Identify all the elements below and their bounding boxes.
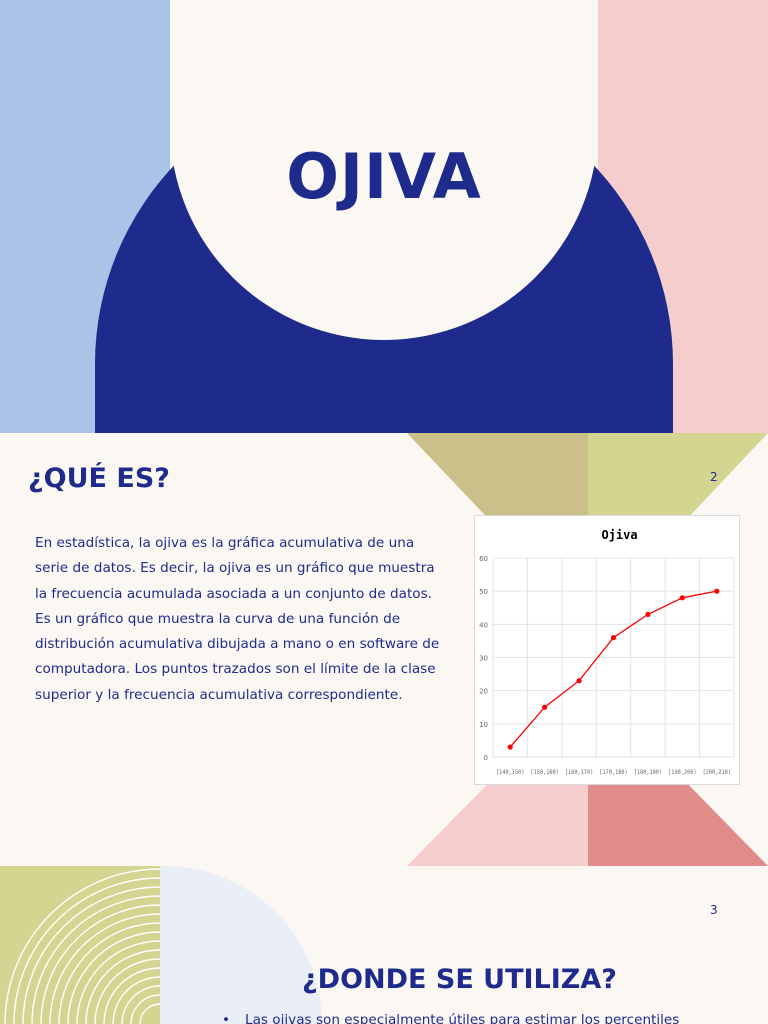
ogive-chart: Ojiva 0 10 20 30 40 50 60 [140,150) [150,160) [160… [474,515,740,785]
data-point [507,744,513,750]
page-number: 2 [710,470,718,484]
section-heading: ¿QUÉ ES? [28,463,170,494]
khaki-shape [407,433,588,517]
usage-slide: 3 ¿DONDE SE UTILIZA? • Las ojivas son esp… [0,866,768,1024]
y-tick-label: 30 [479,655,488,663]
chart-svg: Ojiva 0 10 20 30 40 50 60 [140,150) [150,160) [160… [479,528,735,776]
x-tick-label: [190,200) [668,768,696,776]
bullet-icon: • [222,1012,231,1024]
title-slide: OJIVA [0,0,768,433]
y-tick-label: 20 [479,688,488,696]
data-point [576,678,582,684]
cream-half-circle [170,0,598,340]
y-tick-label: 40 [479,621,488,629]
x-tick-label: [200,210) [703,768,731,776]
pale-quarter-circle [160,866,322,1024]
y-tick-label: 60 [479,555,488,563]
x-tick-label: [150,160) [530,768,558,776]
green-shape [588,433,768,517]
data-point [714,588,720,594]
y-tick-label: 0 [484,754,488,762]
section-heading: ¿DONDE SE UTILIZA? [302,964,617,995]
concentric-arcs-decoration [4,868,160,1024]
x-tick-label: [140,150) [496,768,524,776]
y-tick-label: 50 [479,588,488,596]
x-tick-label: [180,190) [634,768,662,776]
data-point [645,611,651,617]
page-number: 3 [710,903,718,917]
list-item: • Las ojivas son especialmente útiles par… [222,1012,679,1024]
rose-shape [588,785,768,866]
definition-slide: ¿QUÉ ES? 2 En estadística, la ojiva es l… [0,433,768,866]
pink-shape [407,785,588,866]
slide-title: OJIVA [286,140,482,213]
definition-paragraph: En estadística, la ojiva es la gráfica a… [35,535,440,703]
y-tick-label: 10 [479,721,488,729]
data-point [679,595,685,601]
data-point [610,635,617,641]
x-tick-label: [170,180) [599,768,627,776]
chart-title: Ojiva [601,528,637,542]
data-point [542,704,548,710]
bullet-text: Las ojivas son especialmente útiles para… [245,1012,680,1024]
x-tick-label: [160,170) [565,768,593,776]
